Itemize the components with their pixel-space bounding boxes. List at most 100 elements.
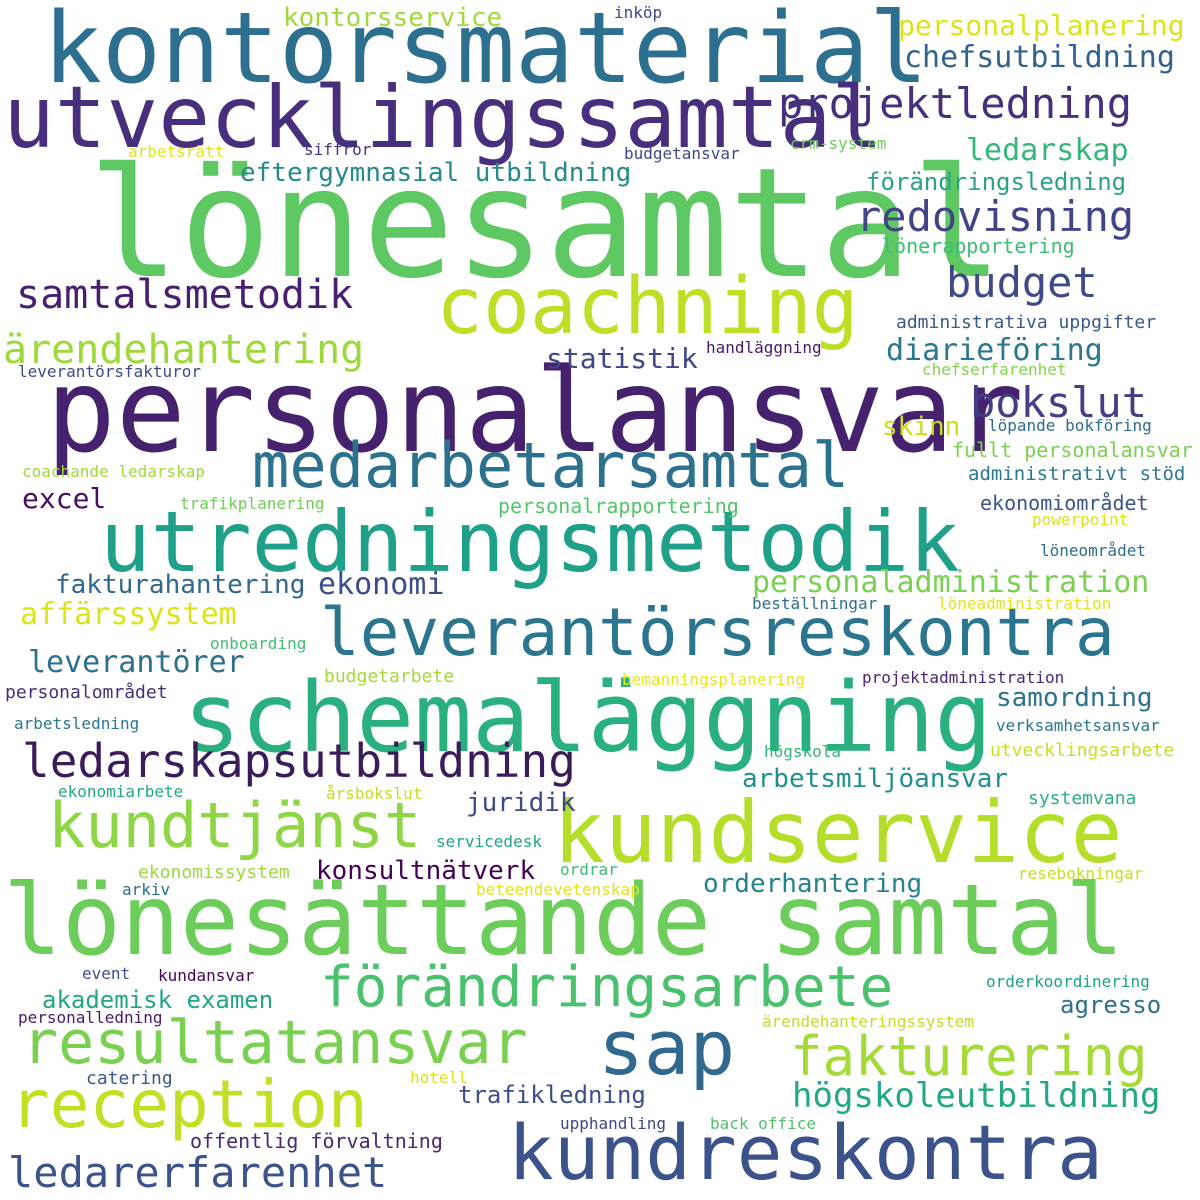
word-personalrapportering: personalrapportering [498,494,739,518]
word-affarssystem: affärssystem [20,597,237,632]
word-akademisk-examen: akademisk examen [42,986,274,1014]
word-catering: catering [86,1068,173,1089]
word-crm-system: crm-system [790,134,887,153]
word-bemanningsplanering: bemanningsplanering [622,670,806,689]
word-budgetarbete: budgetarbete [324,666,455,687]
word-leverantorsreskontra: leverantörsreskontra [320,594,1115,671]
word-personalomradet: personalområdet [5,682,168,703]
word-ledarerfarenhet: ledarerfarenhet [8,1148,388,1197]
word-statistik: statistik [546,342,698,375]
word-loneomradet: löneområdet [1040,541,1146,560]
word-hogskola: högskola [764,742,842,761]
word-juridik: juridik [466,788,576,818]
word-upphandling: upphandling [560,1114,666,1133]
word-diarieforing: diarieföring [886,333,1103,368]
word-orderhantering: orderhantering [703,869,923,899]
word-arbetsledning: arbetsledning [14,714,140,733]
word-personalplanering: personalplanering [898,9,1185,42]
word-chefsutbildning: chefsutbildning [904,40,1175,75]
word-ekonomiomradet: ekonomiområdet [980,491,1149,515]
word-hotell: hotell [410,1068,468,1087]
word-samtalsmetodik: samtalsmetodik [16,272,354,318]
word-trafikledning: trafikledning [458,1081,646,1109]
word-beteendevetenskap: beteendevetenskap [476,880,640,899]
word-utvecklingsarbete: utvecklingsarbete [990,740,1175,761]
word-fullt-personalansvar: fullt personalansvar [952,438,1193,462]
word-arsbokslut: årsbokslut [326,784,423,803]
word-utredningsmetodik: utredningsmetodik [100,493,960,591]
word-arendehanteringssystem: ärendehanteringssystem [762,1012,974,1031]
word-administrativt-stod: administrativt stöd [968,463,1186,485]
word-eftergymnasial-utbildning: eftergymnasial utbildning [240,158,632,188]
word-arkiv: arkiv [122,880,171,899]
word-arbetsratt: arbetsrätt [128,142,225,161]
word-samordning: samordning [996,683,1153,713]
word-bestallningar: beställningar [752,594,878,613]
word-kundtjanst: kundtjänst [48,789,422,862]
word-kundservice: kundservice [553,783,1123,883]
word-konsultnatverk: konsultnätverk [316,856,536,886]
word-projektledning: projektledning [778,79,1133,128]
word-lonesamtal: lönesamtal [88,135,1004,312]
word-siffror: siffror [304,140,372,159]
word-verksamhetsansvar: verksamhetsansvar [996,716,1160,735]
word-administrativa-uppgifter: administrativa uppgifter [896,312,1157,333]
word-powerpoint: powerpoint [1032,510,1129,529]
word-ekonomissystem: ekonomissystem [138,862,290,883]
word-personalansvar: personalansvar [46,344,1024,479]
word-medarbetarsamtal: medarbetarsamtal [252,429,850,502]
word-leverantorer: leverantörer [28,645,245,680]
word-resebokningar: resebokningar [1018,864,1144,883]
word-servicedesk: servicedesk [436,832,542,851]
word-lonesattande-samtal: lönesättande samtal [3,864,1125,978]
word-projektadministration: projektadministration [862,668,1065,687]
word-forandringsledning: förändringsledning [866,168,1127,196]
word-ledarskap: ledarskap [966,133,1129,168]
word-hogskoleutbildning: högskoleutbildning [792,1076,1161,1116]
word-utvecklingssamtal: utvecklingssamtal [3,68,884,168]
word-redovisning: redovisning [856,192,1135,241]
word-sap: sap [598,1003,736,1092]
word-ekonomiarbete: ekonomiarbete [58,782,184,801]
word-schemalaggning: schemaläggning [183,662,993,774]
word-agresso: agresso [1060,991,1162,1019]
word-kontorsservice: kontorsservice [283,3,503,33]
word-excel: excel [22,482,107,515]
word-personaladministration: personaladministration [752,565,1150,600]
word-fakturahantering: fakturahantering [55,570,306,600]
word-handlaggning: handläggning [706,338,822,357]
word-forandringsarbete: förändringsarbete [320,955,894,1020]
word-kundansvar: kundansvar [158,966,255,985]
word-event: event [82,964,131,983]
word-personalledning: personalledning [18,1008,163,1027]
word-ledarskapsutbildning: ledarskapsutbildning [22,734,576,788]
word-inkop: inköp [614,3,663,22]
word-budget: budget [946,258,1098,307]
word-coachande-ledarskap: coachande ledarskap [22,462,206,481]
word-offentlig-forvaltning: offentlig förvaltning [190,1129,443,1153]
word-back-office: back office [710,1114,816,1133]
word-arbetsmiljoansvar: arbetsmiljöansvar [742,764,1009,794]
word-kundreskontra: kundreskontra [508,1108,1103,1197]
word-lopande-bokforing: löpande bokföring [988,416,1152,435]
word-orderkoordinering: orderkoordinering [986,972,1150,991]
word-bokslut: bokslut [970,378,1148,427]
word-resultatansvar: resultatansvar [22,1008,528,1078]
word-loneadministration: löneadministration [938,594,1112,613]
word-fakturering: fakturering [790,1025,1148,1088]
word-reception: reception [10,1066,368,1143]
word-coachning: coachning [436,262,859,352]
word-kontorsmaterial: kontorsmaterial [43,0,929,106]
word-budgetansvar: budgetansvar [624,144,740,163]
word-arendehantering: ärendehantering [3,327,365,373]
word-onboarding: onboarding [210,634,307,653]
word-lonerapportering: lönerapportering [882,234,1075,258]
word-skinn: skinn [882,412,961,442]
word-chefserfarenhet: chefserfarenhet [922,360,1067,379]
word-leverantorsfakturor: leverantörsfakturor [18,362,202,381]
word-trafikplanering: trafikplanering [180,494,325,513]
word-systemvana: systemvana [1028,788,1137,809]
word-ordrar: ordrar [560,860,618,879]
word-ekonomi: ekonomi [318,567,445,602]
